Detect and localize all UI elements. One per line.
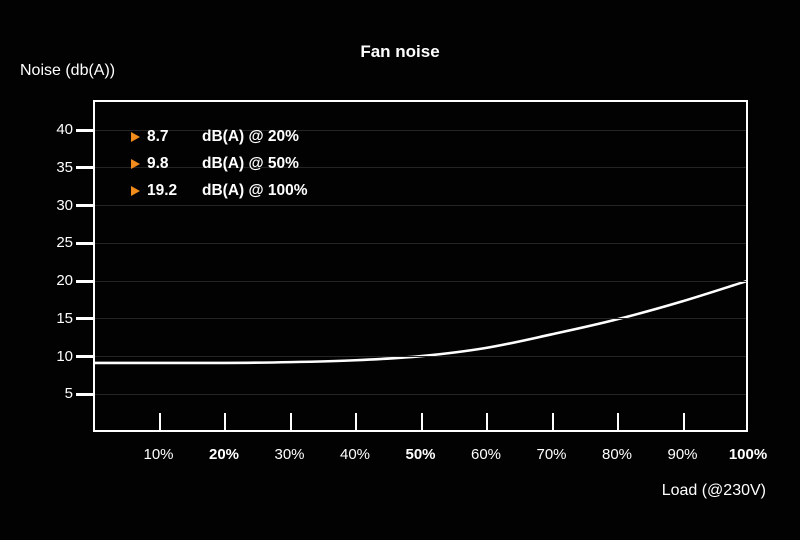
x-tick-label: 30% (274, 446, 305, 463)
chart-title: Fan noise (360, 42, 440, 61)
x-tick-label: 10% (143, 446, 174, 463)
y-axis-tick (76, 128, 93, 132)
legend-value: 8.7 (147, 127, 169, 145)
y-tick-label: 10 (56, 347, 73, 365)
legend-item: 19.2 dB(A) @ 100% (131, 181, 308, 200)
x-tick-label: 80% (601, 446, 633, 463)
x-tick-label: 90% (667, 446, 698, 463)
gridline (95, 129, 746, 131)
y-axis-tick (76, 166, 93, 170)
y-tick-label: 20 (56, 272, 73, 290)
x-axis-tick (486, 413, 488, 430)
legend-label: dB(A) @ 50% (202, 154, 299, 172)
y-tick-label: 35 (56, 158, 73, 176)
y-tick-label: 25 (56, 234, 73, 252)
x-tick-label: 60% (470, 446, 502, 463)
y-axis-title: Noise (db(A)) (20, 62, 116, 79)
legend-label: dB(A) @ 100% (202, 181, 308, 199)
y-axis-tick (76, 204, 93, 208)
y-axis-tick (76, 392, 93, 396)
y-axis-tick (76, 279, 93, 283)
x-axis-tick (551, 413, 554, 430)
x-axis-tick (682, 413, 685, 430)
arrow-right-icon (131, 131, 140, 142)
gridline (95, 205, 746, 207)
legend-item: 8.7 dB(A) @ 20% (131, 127, 308, 146)
legend-label: dB(A) @ 20% (202, 127, 299, 145)
x-axis-tick (355, 413, 357, 430)
x-axis-tick (289, 413, 292, 430)
x-axis-tick (158, 413, 161, 430)
x-tick-label: 70% (536, 446, 567, 463)
arrow-right-icon (131, 185, 140, 196)
y-tick-label: 40 (56, 121, 73, 139)
noise-curve (95, 280, 746, 365)
x-axis-tick (420, 413, 423, 430)
y-tick-label: 5 (64, 385, 73, 403)
y-axis-tick (76, 317, 93, 321)
legend: 8.7 dB(A) @ 20% 9.8 dB(A) @ 50% 19.2 dB(… (131, 127, 308, 200)
x-tick-label: 50% (405, 446, 436, 463)
x-tick-label: 40% (339, 446, 371, 463)
legend-item: 9.8 dB(A) @ 50% (131, 154, 308, 173)
legend-value: 19.2 (147, 181, 178, 199)
legend-value: 9.8 (147, 154, 169, 172)
gridline (95, 393, 746, 395)
gridline (95, 167, 746, 169)
arrow-right-icon (131, 158, 140, 169)
y-tick-label: 30 (56, 196, 73, 214)
gridline (95, 242, 746, 244)
x-axis-title: Load (@230V) (661, 482, 766, 499)
plot-area (93, 100, 748, 432)
x-tick-label: 20% (208, 446, 240, 463)
x-tick-label: 100% (728, 446, 768, 463)
x-axis-tick (224, 413, 226, 430)
gridline (95, 356, 746, 357)
y-axis-tick (76, 355, 93, 358)
gridline (95, 280, 746, 282)
y-tick-label: 15 (56, 309, 73, 327)
y-axis-tick (76, 241, 93, 245)
gridline (95, 318, 746, 320)
x-axis-tick (617, 413, 619, 430)
